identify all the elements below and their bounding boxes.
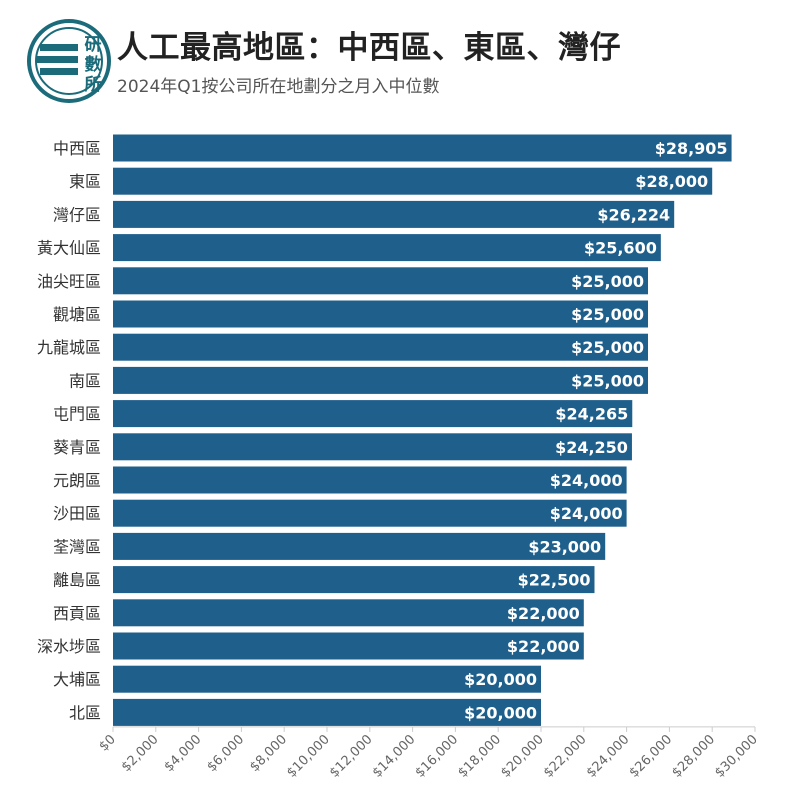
category-label: 元朗區: [53, 471, 101, 490]
bar: [113, 632, 584, 660]
bar: [113, 300, 648, 328]
chart-title: 人工最高地區：中西區、東區、灣仔: [117, 30, 621, 66]
category-label: 中西區: [53, 139, 101, 158]
category-label: 西貢區: [53, 604, 101, 623]
category-label: 大埔區: [53, 670, 101, 689]
bar: [113, 532, 606, 560]
category-label: 南區: [69, 371, 101, 390]
bar: [113, 499, 627, 527]
data-label: $22,000: [507, 637, 580, 656]
x-tick-label: $18,000: [455, 732, 504, 781]
x-tick-label: $12,000: [327, 732, 376, 781]
data-label: $24,000: [550, 504, 623, 523]
x-tick-label: $26,000: [627, 732, 676, 781]
logo-char-1: 研: [85, 35, 102, 55]
data-label: $28,000: [635, 172, 708, 191]
category-label: 觀塘區: [53, 305, 101, 324]
bar: [113, 566, 595, 594]
bar: [113, 200, 675, 228]
x-tick-label: $6,000: [204, 732, 247, 775]
data-label: $25,000: [571, 305, 644, 324]
bar: [113, 134, 732, 162]
bar: [113, 433, 632, 461]
category-label: 灣仔區: [53, 205, 101, 224]
data-label: $26,224: [597, 205, 670, 224]
data-label: $24,250: [555, 438, 628, 457]
x-tick-label: $16,000: [413, 732, 462, 781]
bar: [113, 333, 648, 361]
x-tick-label: $20,000: [498, 732, 547, 781]
category-label: 黃大仙區: [37, 239, 101, 258]
bar: [113, 665, 541, 693]
data-label: $24,000: [550, 471, 623, 490]
x-tick-label: $24,000: [584, 732, 633, 781]
data-label: $25,000: [571, 371, 644, 390]
x-tick-label: $10,000: [284, 732, 333, 781]
x-tick-label: $30,000: [712, 732, 761, 781]
data-label: $22,000: [507, 604, 580, 623]
logo-bar-bottom: [40, 68, 78, 75]
category-label: 沙田區: [53, 504, 101, 523]
category-label: 屯門區: [53, 405, 101, 424]
category-label: 北區: [69, 703, 101, 722]
x-tick-label: $4,000: [162, 732, 205, 775]
x-tick-label: $22,000: [541, 732, 590, 781]
x-tick-label: $2,000: [119, 732, 162, 775]
data-label: $20,000: [464, 670, 537, 689]
data-label: $23,000: [528, 537, 601, 556]
bar: [113, 366, 648, 394]
category-label: 荃灣區: [53, 537, 101, 556]
bar: [113, 599, 584, 627]
category-label: 油尖旺區: [37, 272, 101, 291]
data-label: $28,905: [655, 139, 728, 158]
logo-bar-top: [40, 44, 78, 51]
category-label: 東區: [69, 172, 101, 191]
bar: [113, 466, 627, 494]
logo-char-2: 數: [85, 54, 102, 75]
logo-ring: [27, 19, 111, 103]
bar: [113, 698, 541, 726]
category-label: 深水埗區: [37, 637, 101, 656]
data-label: $24,265: [555, 405, 628, 424]
bar: [113, 234, 661, 262]
data-label: $25,000: [571, 272, 644, 291]
data-label: $22,500: [518, 571, 591, 590]
bar: [113, 267, 648, 295]
category-label: 九龍城區: [37, 338, 101, 357]
bar: [113, 400, 633, 428]
x-tick-label: $0: [97, 732, 119, 754]
chart-subtitle: 2024年Q1按公司所在地劃分之月入中位數: [117, 77, 440, 97]
data-label: $25,000: [571, 338, 644, 357]
x-tick-label: $28,000: [669, 732, 718, 781]
category-label: 離島區: [53, 571, 101, 590]
x-tick-label: $14,000: [370, 732, 419, 781]
logo-char-3: 所: [85, 75, 102, 95]
x-tick-label: $8,000: [247, 732, 290, 775]
category-label: 葵青區: [53, 438, 101, 457]
bar: [113, 167, 713, 195]
logo: 研 數 所: [26, 18, 112, 104]
logo-bar-middle: [36, 56, 78, 63]
data-label: $20,000: [464, 703, 537, 722]
data-label: $25,600: [584, 239, 657, 258]
